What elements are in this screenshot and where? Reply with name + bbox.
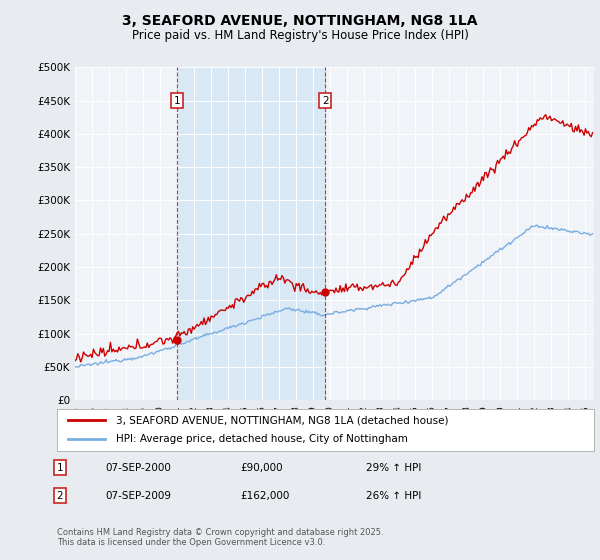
Text: Price paid vs. HM Land Registry's House Price Index (HPI): Price paid vs. HM Land Registry's House … xyxy=(131,29,469,42)
Text: 2: 2 xyxy=(56,491,64,501)
Text: 3, SEAFORD AVENUE, NOTTINGHAM, NG8 1LA: 3, SEAFORD AVENUE, NOTTINGHAM, NG8 1LA xyxy=(122,14,478,28)
Text: 07-SEP-2009: 07-SEP-2009 xyxy=(105,491,171,501)
Text: 2: 2 xyxy=(322,96,328,105)
Text: £90,000: £90,000 xyxy=(240,463,283,473)
Bar xyxy=(177,67,325,400)
Text: £162,000: £162,000 xyxy=(240,491,289,501)
Text: 07-SEP-2000: 07-SEP-2000 xyxy=(105,463,171,473)
Text: HPI: Average price, detached house, City of Nottingham: HPI: Average price, detached house, City… xyxy=(116,435,408,445)
Text: Contains HM Land Registry data © Crown copyright and database right 2025.
This d: Contains HM Land Registry data © Crown c… xyxy=(57,528,383,547)
Text: 26% ↑ HPI: 26% ↑ HPI xyxy=(366,491,421,501)
Text: 1: 1 xyxy=(174,96,181,105)
Text: 29% ↑ HPI: 29% ↑ HPI xyxy=(366,463,421,473)
Text: 3, SEAFORD AVENUE, NOTTINGHAM, NG8 1LA (detached house): 3, SEAFORD AVENUE, NOTTINGHAM, NG8 1LA (… xyxy=(116,415,449,425)
Text: 1: 1 xyxy=(56,463,64,473)
